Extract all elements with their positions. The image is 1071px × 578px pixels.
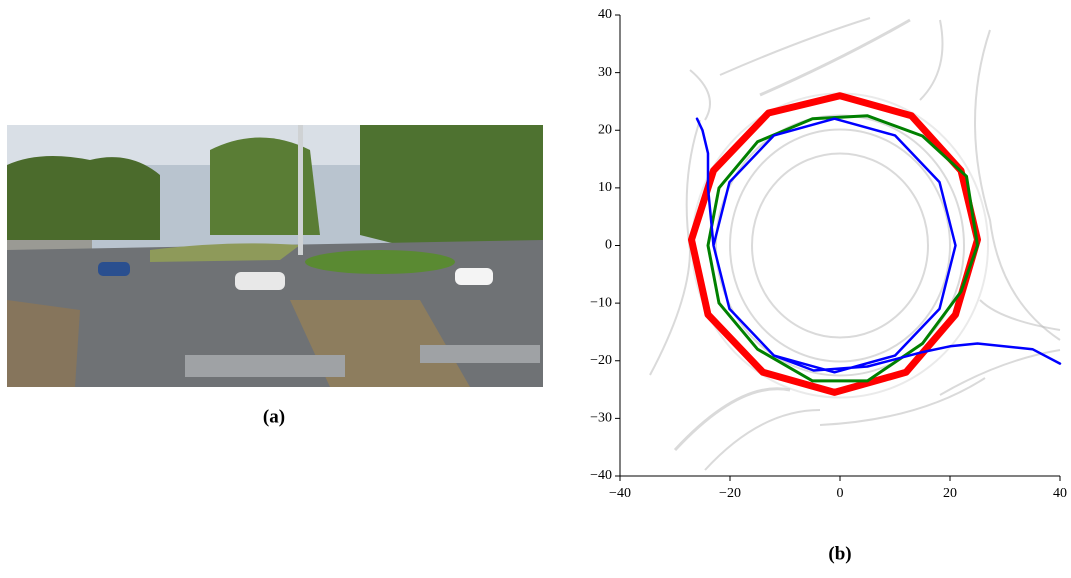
x-tick-label: 20 [943,486,957,501]
trajectory [695,117,1062,374]
trajectory [688,92,981,396]
x-tick-label: 40 [1053,486,1067,501]
photo [7,125,543,387]
y-tick-label: 10 [598,180,612,195]
caption: (a) [263,406,285,427]
plot [688,92,1062,396]
y-tick-label: 30 [598,65,612,80]
x-tick-label: −20 [719,486,741,501]
road-map [649,17,1061,471]
y-tick-label: 20 [598,122,612,137]
y-tick-label: −40 [590,468,612,483]
y-tick-label: 0 [605,238,612,253]
x-tick-label: −40 [609,486,631,501]
caption: (b) [828,543,851,564]
x-tick-label: 0 [837,486,844,501]
y-tick-label: 40 [598,7,612,22]
y-tick-label: −20 [590,353,612,368]
y-tick-label: −10 [590,295,612,310]
y-tick-label: −30 [590,411,612,426]
